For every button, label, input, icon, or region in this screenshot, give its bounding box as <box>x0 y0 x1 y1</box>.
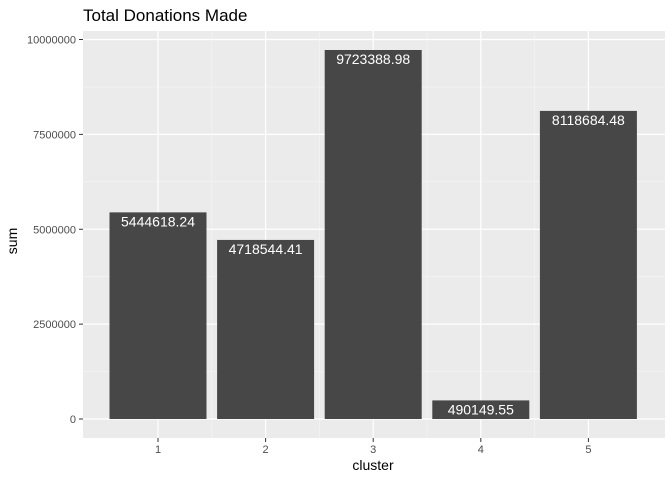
value-label-cluster-2: 4718544.41 <box>229 241 303 257</box>
x-axis-title: cluster <box>352 457 394 473</box>
bar-cluster-2 <box>217 239 315 419</box>
y-tick-label: 0 <box>70 414 76 426</box>
x-axis: 1 2 3 4 5 <box>155 438 591 456</box>
bar-cluster-4 <box>432 400 530 419</box>
y-tick-label: 7500000 <box>33 129 76 141</box>
y-axis: 0 2500000 5000000 7500000 10000000 <box>27 35 83 426</box>
value-labels: 5444618.24 4718544.41 9723388.98 490149.55 8… <box>121 51 625 417</box>
bar-cluster-5 <box>539 110 637 419</box>
bar-cluster-3 <box>324 49 422 420</box>
y-tick-label: 10000000 <box>27 35 76 47</box>
x-tick-label: 1 <box>155 444 161 456</box>
bars <box>109 49 637 420</box>
x-tick-label: 3 <box>370 444 376 456</box>
bar-cluster-1 <box>109 212 207 419</box>
value-label-cluster-3: 9723388.98 <box>336 51 410 67</box>
y-axis-title: sum <box>4 228 20 254</box>
x-tick-label: 4 <box>478 444 484 456</box>
y-tick-label: 2500000 <box>33 319 76 331</box>
value-label-cluster-4: 490149.55 <box>448 401 514 417</box>
y-tick-label: 5000000 <box>33 224 76 236</box>
value-label-cluster-1: 5444618.24 <box>121 213 195 229</box>
x-tick-label: 2 <box>263 444 269 456</box>
value-label-cluster-5: 8118684.48 <box>552 112 625 128</box>
chart-title: Total Donations Made <box>83 6 247 25</box>
x-tick-label: 5 <box>585 444 591 456</box>
